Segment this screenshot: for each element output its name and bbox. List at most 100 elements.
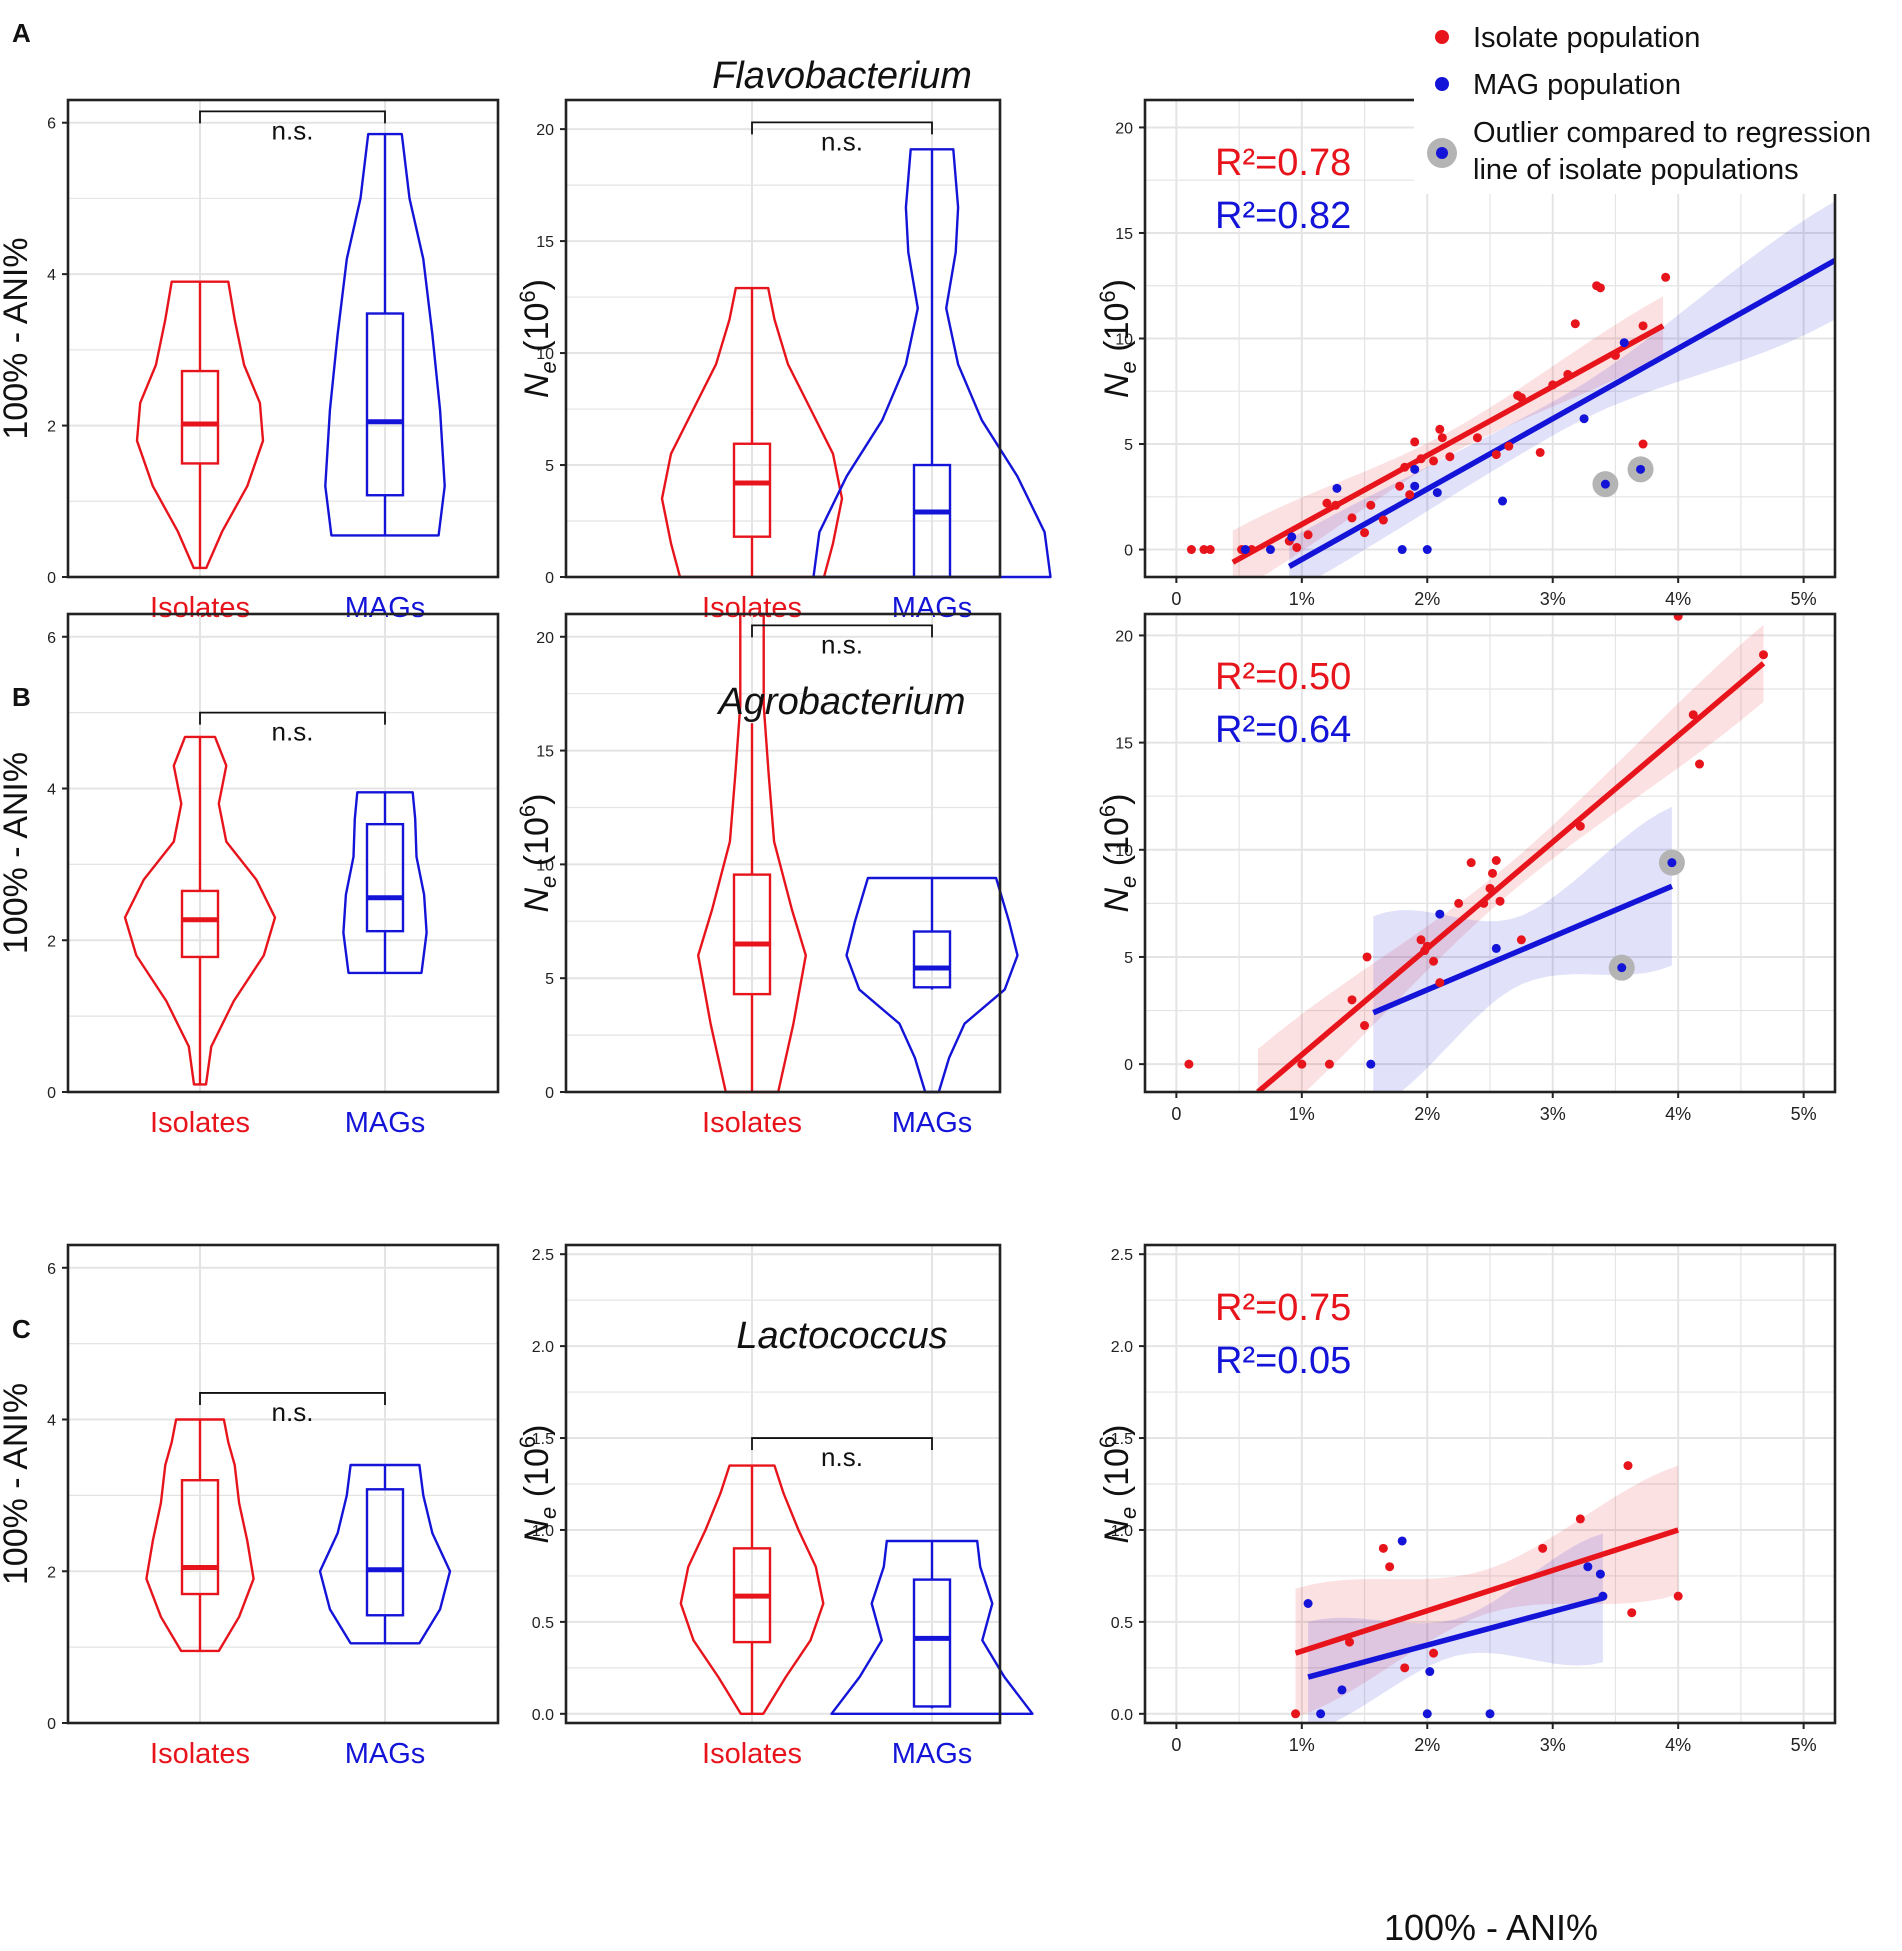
isolate-point xyxy=(1400,1663,1410,1673)
isolate-point xyxy=(1186,545,1196,555)
y-tick-label: 5 xyxy=(1124,437,1133,454)
violin-mags xyxy=(342,791,428,975)
confidence-band-mag xyxy=(1308,1533,1603,1723)
x-tick-label: 5% xyxy=(1791,589,1817,609)
x-category-label-isolates: Isolates xyxy=(702,1107,802,1139)
significance-bracket xyxy=(199,110,386,124)
mag-point xyxy=(1422,545,1432,555)
isolate-point xyxy=(1485,883,1495,893)
x-tick-label: 0 xyxy=(1171,1104,1181,1124)
x-tick-label: 0 xyxy=(1171,589,1181,609)
y-tick-label: 2.5 xyxy=(532,1247,554,1264)
isolate-point xyxy=(1199,545,1209,555)
y-tick-label: 10 xyxy=(1115,332,1133,349)
y-tick-label: 0 xyxy=(47,1716,56,1733)
isolate-point xyxy=(1575,1514,1585,1524)
x-tick-label: 2% xyxy=(1414,589,1440,609)
legend-mag-label: MAG population xyxy=(1473,69,1681,101)
y-tick-label: 15 xyxy=(536,744,554,761)
box-isolates xyxy=(180,369,220,465)
y-axis-title: Ne (106) xyxy=(1095,279,1141,398)
y-tick-label: 4 xyxy=(47,782,56,799)
y-tick-label: 1.5 xyxy=(1111,1431,1133,1448)
mag-point xyxy=(1337,1685,1347,1695)
genus-title-lactococcus: Lactococcus xyxy=(736,1315,947,1357)
y-tick-label: 1.5 xyxy=(532,1431,554,1448)
y-tick-label: 1.0 xyxy=(532,1523,554,1540)
mag-point xyxy=(1240,545,1250,555)
x-category-label-isolates: Isolates xyxy=(150,1738,250,1770)
y-tick-label: 0.5 xyxy=(532,1615,554,1632)
mag-point xyxy=(1366,1059,1376,1069)
panel-frame xyxy=(66,612,500,1094)
mag-point xyxy=(1397,1536,1407,1546)
box-isolates xyxy=(180,1479,220,1596)
isolate-point xyxy=(1416,454,1426,464)
y-tick-label: 1.0 xyxy=(1111,1523,1133,1540)
box-mags xyxy=(912,1578,952,1708)
x-tick-label: 3% xyxy=(1540,1735,1566,1755)
chart-b-2: 0 5 10 15 20 Ne (106) Isolates MAGs n.s. xyxy=(515,612,1019,1139)
isolate-point xyxy=(1362,952,1372,962)
violin-mags xyxy=(324,132,446,537)
isolate-point xyxy=(1516,935,1526,945)
r2-mag-label: R²=0.05 xyxy=(1215,1340,1351,1382)
r2-isolate-label: R²=0.75 xyxy=(1215,1287,1351,1329)
panel-frame xyxy=(564,612,1002,1094)
isolate-point xyxy=(1491,856,1501,866)
isolate-point xyxy=(1695,759,1705,769)
isolate-point xyxy=(1347,513,1357,523)
panel-frame xyxy=(66,98,500,579)
y-axis-title: Ne (106) xyxy=(515,279,561,398)
y-axis-title: 100% - ANI% xyxy=(0,752,35,954)
y-tick-label: 2.0 xyxy=(1111,1339,1133,1356)
isolate-point xyxy=(1385,1562,1395,1572)
isolate-point xyxy=(1495,896,1505,906)
mag-point xyxy=(1332,483,1342,493)
y-tick-label: 20 xyxy=(536,122,554,139)
regression-line-isolate xyxy=(1231,323,1665,565)
panel-frame xyxy=(66,1243,500,1725)
legend-isolate-label: Isolate population xyxy=(1473,22,1700,54)
isolate-point xyxy=(1205,545,1215,555)
panel-frame xyxy=(1143,1243,1837,1725)
r2-isolate-label: R²=0.50 xyxy=(1215,656,1351,698)
mag-point xyxy=(1397,545,1407,555)
y-tick-label: 6 xyxy=(47,630,56,647)
x-tick-label: 1% xyxy=(1289,1104,1315,1124)
isolate-point xyxy=(1563,369,1573,379)
y-tick-label: 2.5 xyxy=(1111,1247,1133,1264)
y-tick-label: 0 xyxy=(545,1085,554,1102)
isolate-point xyxy=(1504,441,1514,451)
isolate-point xyxy=(1627,1608,1637,1618)
legend-background xyxy=(1414,16,1898,194)
genus-title-flavobacterium: Flavobacterium xyxy=(712,55,972,97)
isolate-point xyxy=(1324,1059,1334,1069)
legend-outlier-label-line2: line of isolate populations xyxy=(1473,154,1799,186)
y-tick-label: 10 xyxy=(1115,843,1133,860)
panel-letter-c: C xyxy=(12,1314,31,1344)
isolate-point xyxy=(1437,433,1447,443)
box-isolates xyxy=(732,873,772,996)
isolate-point xyxy=(1610,350,1620,360)
x-category-label-isolates: Isolates xyxy=(702,1738,802,1770)
y-tick-label: 5 xyxy=(545,458,554,475)
panel-frame xyxy=(564,1243,1002,1725)
y-tick-label: 6 xyxy=(47,1261,56,1278)
isolate-point xyxy=(1322,498,1332,508)
isolate-point xyxy=(1291,1709,1301,1719)
y-axis-title: Ne (106) xyxy=(1095,1425,1141,1544)
isolate-point xyxy=(1661,272,1671,282)
isolate-point xyxy=(1429,1648,1439,1658)
y-tick-label: 2 xyxy=(47,419,56,436)
x-tick-label: 1% xyxy=(1289,1735,1315,1755)
significance-label: n.s. xyxy=(821,126,863,156)
x-tick-label: 3% xyxy=(1540,589,1566,609)
mag-point xyxy=(1598,1591,1608,1601)
mag-point xyxy=(1583,1562,1593,1572)
y-tick-label: 0 xyxy=(47,570,56,587)
chart-b-3: 0 1% 2% 3% 4% 5% 0 5 10 15 20 Ne (106) R²=0.50 R²=0.6… xyxy=(1095,612,1837,1124)
y-tick-label: 2 xyxy=(47,933,56,950)
x-category-label-mags: MAGs xyxy=(345,1738,426,1770)
plot-area xyxy=(1291,1461,1683,1723)
